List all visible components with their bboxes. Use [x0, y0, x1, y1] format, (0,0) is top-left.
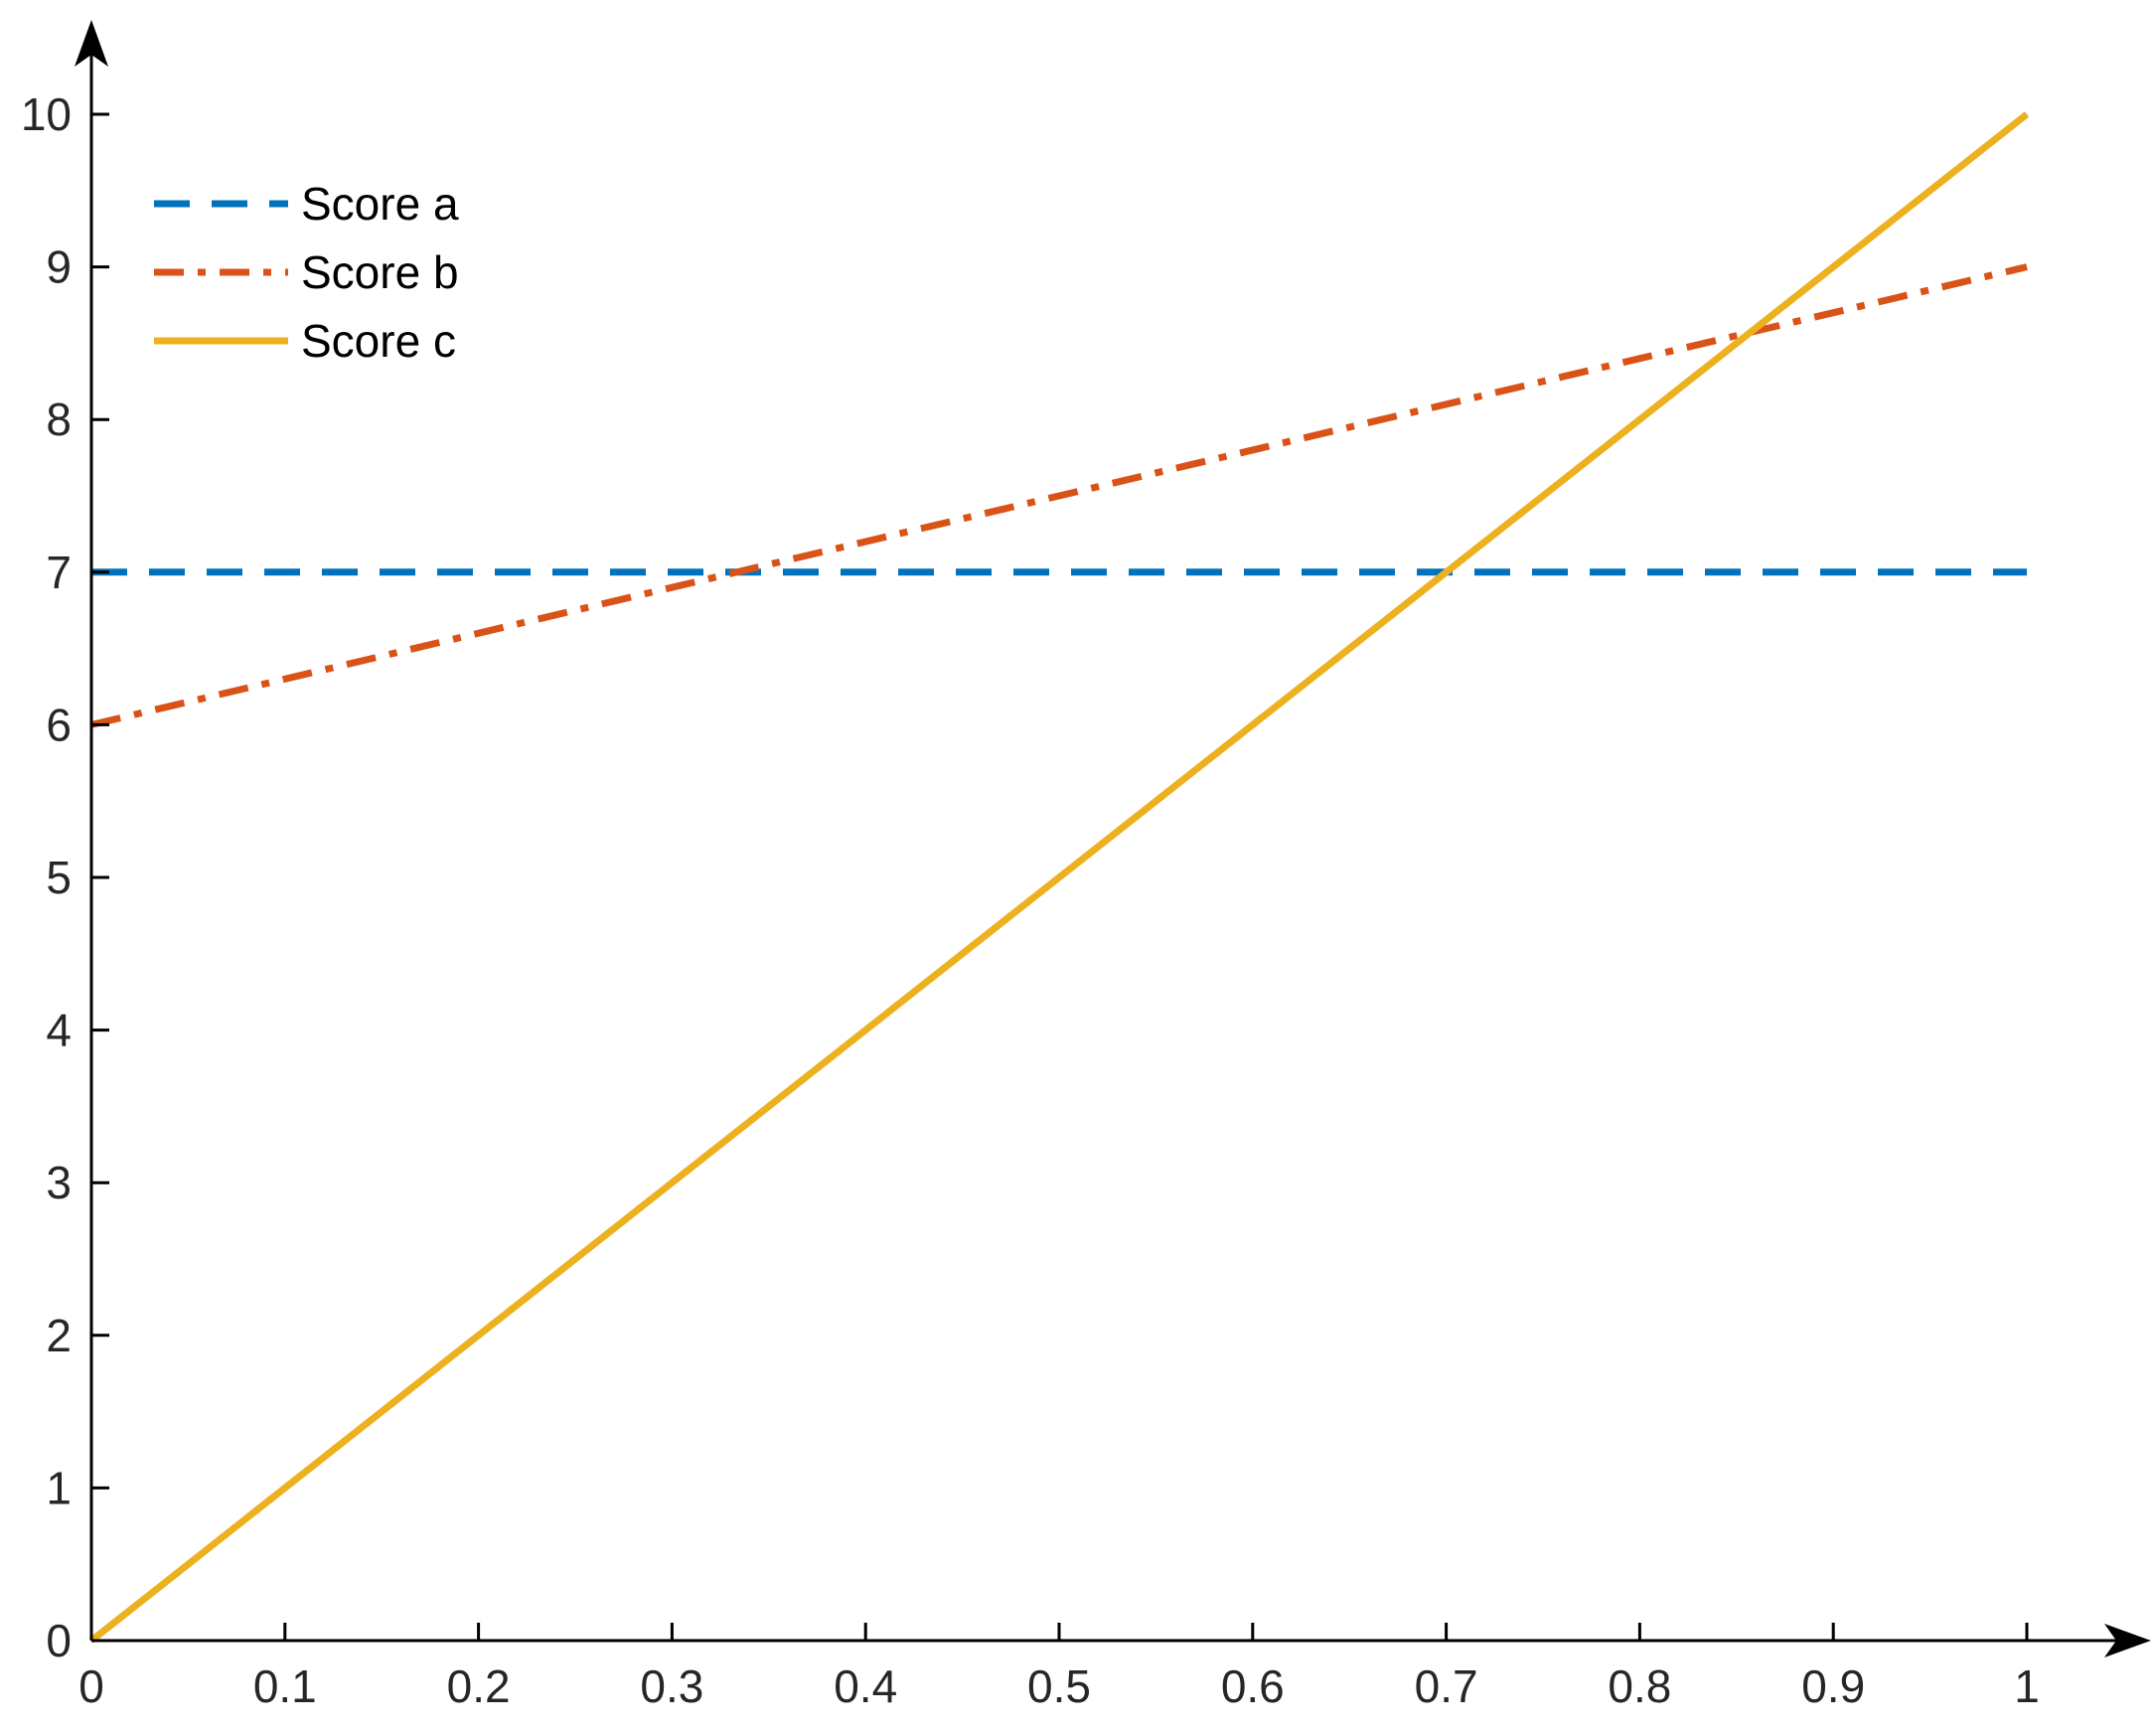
y-axis-arrow-icon [75, 20, 108, 67]
y-tick-label: 2 [46, 1310, 72, 1361]
x-tick-label: 0.1 [253, 1660, 317, 1712]
series-line-score-b [90, 263, 2028, 728]
x-axis-arrow-icon [2104, 1624, 2151, 1657]
y-tick-label: 1 [46, 1462, 72, 1513]
y-tick-label: 8 [46, 394, 72, 445]
x-tick-label: 0.7 [1415, 1660, 1478, 1712]
y-tick-label: 6 [46, 699, 72, 750]
x-tick-label: 1 [2014, 1660, 2040, 1712]
x-tick-label: 0.3 [640, 1660, 703, 1712]
y-tick-label: 0 [46, 1615, 72, 1666]
x-tick-label: 0.9 [1801, 1660, 1865, 1712]
x-ticks: 0 0.1 0.2 0.3 0.4 0.5 0.6 0.7 0.8 0.9 1 [78, 1623, 2040, 1712]
series-line-score-c [88, 111, 2030, 1644]
y-tick-label: 9 [46, 241, 72, 293]
legend: Score a Score b Score c [154, 178, 459, 367]
x-tick-label: 0.2 [447, 1660, 511, 1712]
y-tick-label: 5 [46, 852, 72, 903]
y-ticks: 0 1 2 3 4 5 6 7 8 9 10 [21, 88, 109, 1666]
y-tick-label: 7 [46, 547, 72, 598]
legend-label-score-c: Score c [301, 315, 456, 367]
y-tick-label: 10 [21, 88, 72, 140]
series-layer [88, 111, 2030, 1644]
axes [75, 20, 2151, 1657]
x-tick-label: 0.5 [1027, 1660, 1091, 1712]
y-tick-label: 4 [46, 1005, 72, 1056]
x-tick-label: 0 [78, 1660, 104, 1712]
y-tick-label: 3 [46, 1157, 72, 1208]
legend-label-score-b: Score b [301, 246, 459, 298]
legend-label-score-a: Score a [301, 178, 459, 230]
x-tick-label: 0.6 [1221, 1660, 1285, 1712]
x-tick-label: 0.8 [1608, 1660, 1671, 1712]
x-tick-label: 0.4 [834, 1660, 897, 1712]
